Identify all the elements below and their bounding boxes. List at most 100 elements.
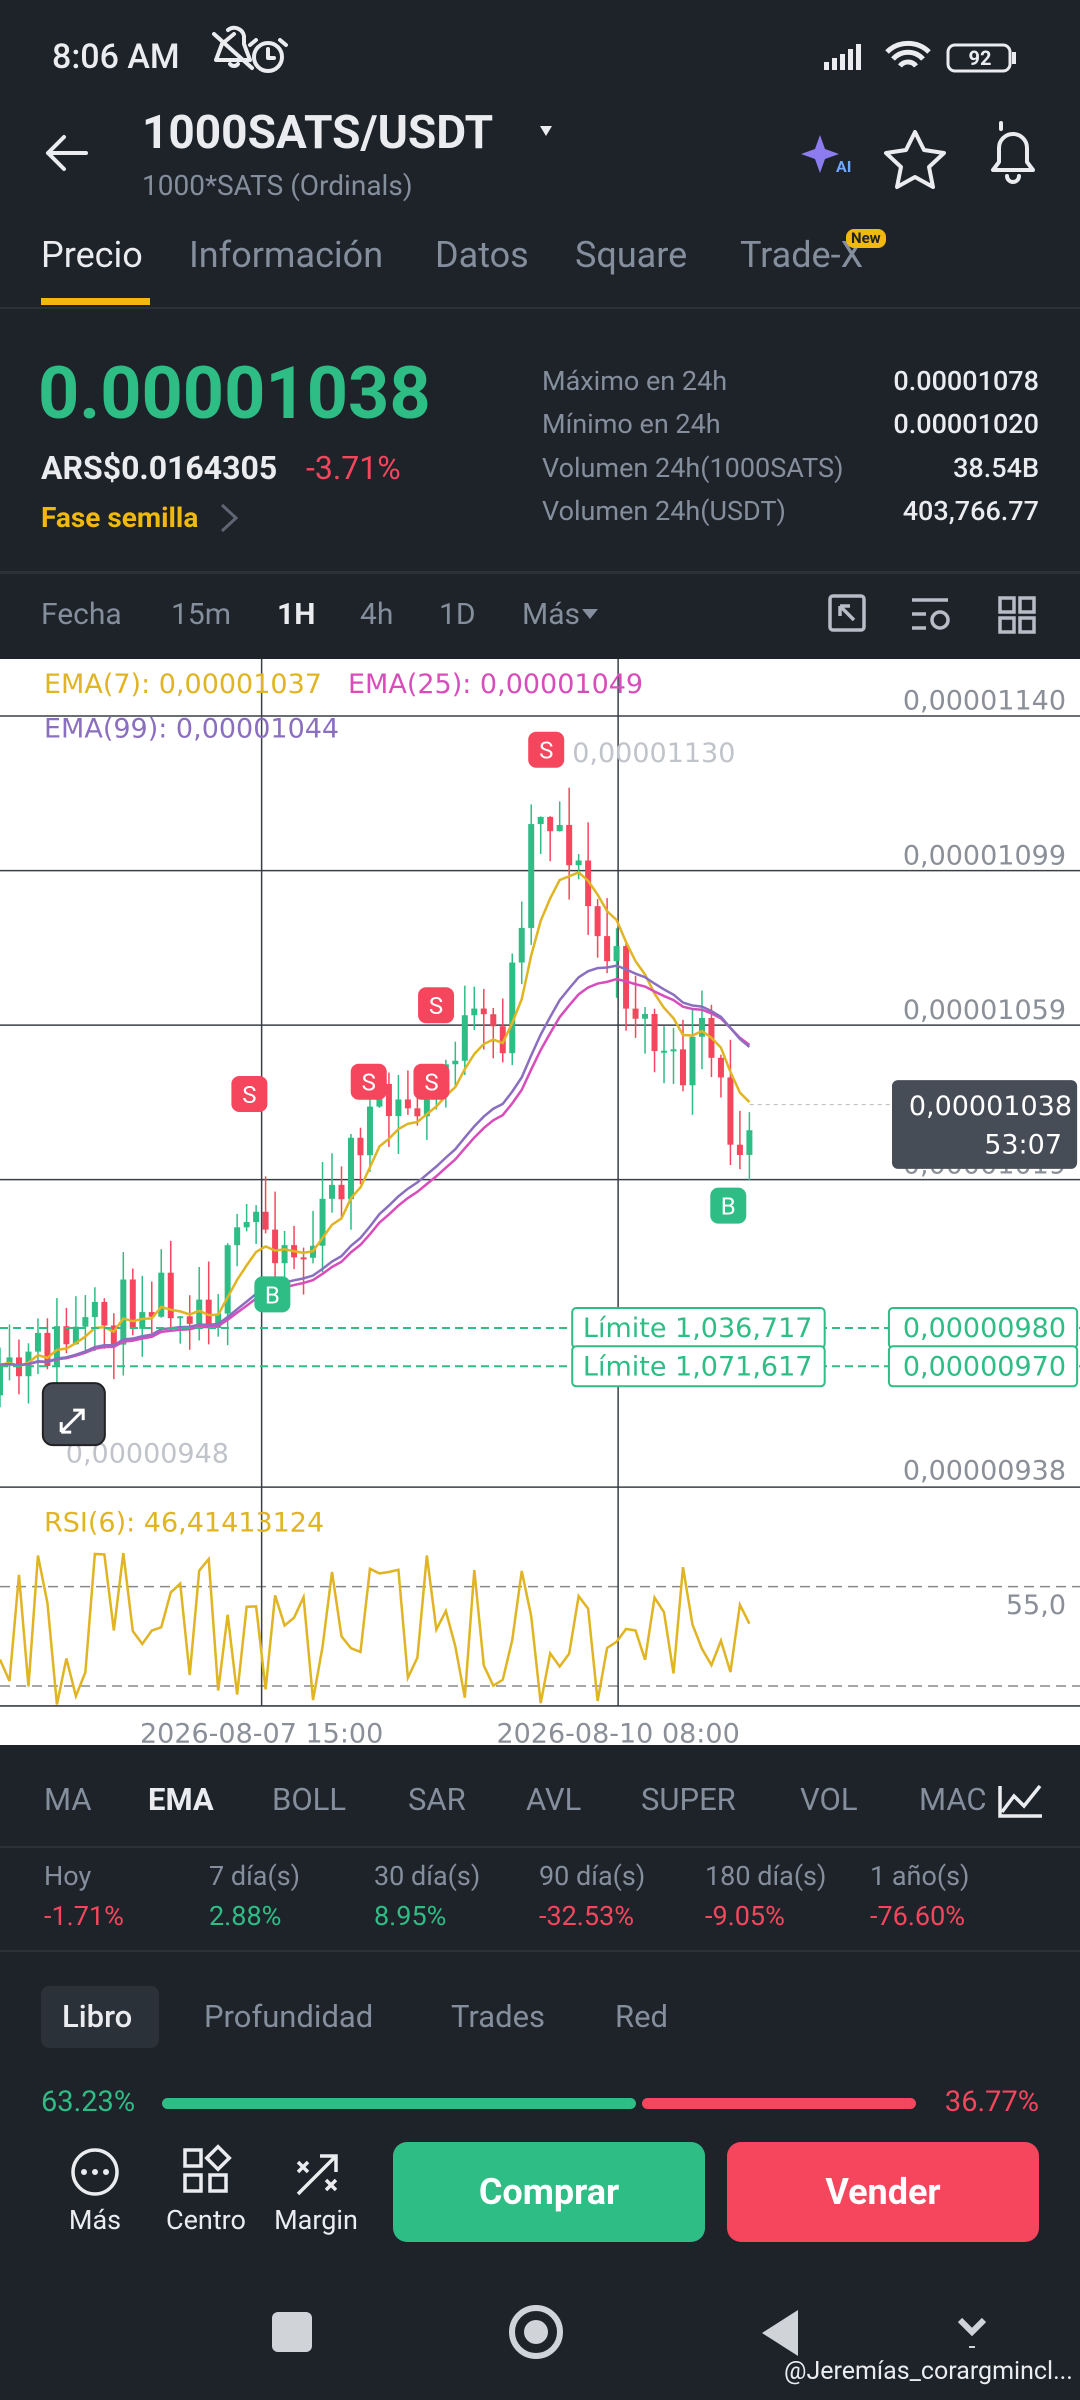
book-tab[interactable]: Profundidad [204,1998,374,2035]
timeframe[interactable]: 15m [171,597,232,632]
trade-marker [231,1075,268,1112]
action-label[interactable]: Centro [166,2204,246,2236]
layout-button[interactable] [998,596,1016,614]
period-label: 180 día(s) [705,1860,827,1892]
last-price: 0.00001038 [38,351,431,436]
new-badge: New [846,229,886,248]
candle-body [613,946,620,962]
axis-strip [0,1705,1080,1745]
trade-marker [710,1187,747,1224]
trade-marker-label: B [721,1193,736,1221]
battery-icon [946,43,1012,73]
indicator-tab[interactable]: EMA [148,1781,214,1818]
period-label: 7 día(s) [209,1860,301,1892]
order-label: Límite 1,036,717 [583,1313,813,1344]
nav-home[interactable] [509,2305,563,2359]
action-label[interactable]: Más [68,2204,122,2236]
kline-chart[interactable]: 0,000011400,000010990,000010590,00001019… [0,659,1080,1745]
ai-icon[interactable] [801,135,839,173]
book-tab[interactable]: Trades [451,1998,546,2035]
timeframe[interactable]: 4h [360,597,394,632]
stat-label: Volumen 24h(1000SATS) [542,452,844,484]
trade-marker [528,731,565,768]
pair-dropdown[interactable] [540,126,552,136]
indicator-tab[interactable]: MA [44,1781,92,1818]
time-axis-label: 2026-08-10 08:00 [496,1718,739,1745]
stat-value: 0.00001020 [893,408,1039,440]
favorite-button[interactable] [884,130,946,189]
candle-body [44,1332,51,1366]
candle-body [139,1312,146,1329]
candle-body [746,1130,753,1155]
ema99-legend: EMA(99): 0,00001044 [44,713,339,744]
book-tab-active[interactable] [41,1986,159,2048]
action-label[interactable]: Margin [274,2204,358,2236]
nav-recents[interactable] [272,2312,312,2352]
pair-title[interactable]: 1000SATS/USDT [142,106,494,160]
trade-marker-label: S [424,1069,438,1097]
nav-back[interactable] [762,2310,798,2356]
indicator-settings-button[interactable] [998,1784,1042,1818]
book-tab[interactable]: Libro [62,1998,133,2035]
candle-body [0,1364,3,1396]
indicator-tab[interactable]: BOLL [272,1781,347,1818]
candle-body [300,1257,307,1260]
candle-body [480,1008,487,1015]
tab[interactable]: Datos [435,234,529,276]
candle-body [357,1137,364,1156]
sell-button[interactable] [727,2142,1039,2242]
tab[interactable]: Información [189,234,384,276]
candle-body [461,1015,468,1061]
indicator-tab[interactable]: VOL [800,1781,858,1818]
indicator-tab[interactable]: SUPER [641,1781,736,1818]
book-tab[interactable]: Red [615,1998,669,2035]
buy-ratio: 63.23% [41,2085,136,2119]
fullscreen-icon [59,1408,85,1434]
candle-body [338,1184,345,1200]
buy-button[interactable] [393,2142,705,2242]
timeframe[interactable]: 1D [439,597,476,632]
candle-body [604,936,611,962]
candle-body [679,1049,686,1086]
tab[interactable]: Trade-X [740,234,864,276]
candle-body [281,1245,288,1264]
more-icon[interactable] [71,2148,119,2196]
chart-tool-button[interactable] [828,594,866,632]
back-button[interactable] [46,135,88,171]
indicator-tab[interactable]: SAR [408,1781,466,1818]
timeframe[interactable]: 1H [277,597,316,632]
alert-button[interactable] [991,132,1035,184]
indicator-tab[interactable]: MAC [919,1784,987,1815]
alarm-icon [252,41,284,73]
stat-label: Máximo en 24h [542,365,728,397]
candle-body [575,860,582,866]
candle-body [594,906,601,937]
current-price: 0,00001038 [909,1091,1072,1122]
period-change: -1.71% [44,1900,124,1932]
order-label: Límite 1,071,617 [583,1351,813,1382]
buy-label[interactable]: Comprar [478,2171,620,2213]
more-dropdown[interactable] [582,609,598,619]
sell-label[interactable]: Vender [825,2171,941,2213]
candle-body [158,1272,165,1317]
nav-hide[interactable] [957,2317,987,2348]
signal-icon [824,44,861,70]
timeframe[interactable]: Más [522,597,580,632]
indicator-tab[interactable]: AVL [526,1781,582,1818]
order-price-box [887,1345,1079,1388]
rsi-legend: RSI(6): 46,41413124 [44,1507,324,1538]
candle-body [329,1184,336,1199]
stat-label: Mínimo en 24h [542,408,721,440]
candle-body [319,1198,326,1246]
candle-body [566,824,573,866]
tab[interactable]: Square [575,234,688,276]
candle-body [91,1301,98,1318]
svg-text:AI: AI [836,157,851,176]
timeframe[interactable]: Fecha [41,597,122,632]
phase-tag[interactable]: Fase semilla [41,501,199,534]
chart-settings-button[interactable] [912,598,948,630]
tab[interactable]: Precio [41,234,143,276]
fullscreen-button[interactable] [41,1382,106,1447]
order-price: 0,00000970 [903,1351,1066,1382]
